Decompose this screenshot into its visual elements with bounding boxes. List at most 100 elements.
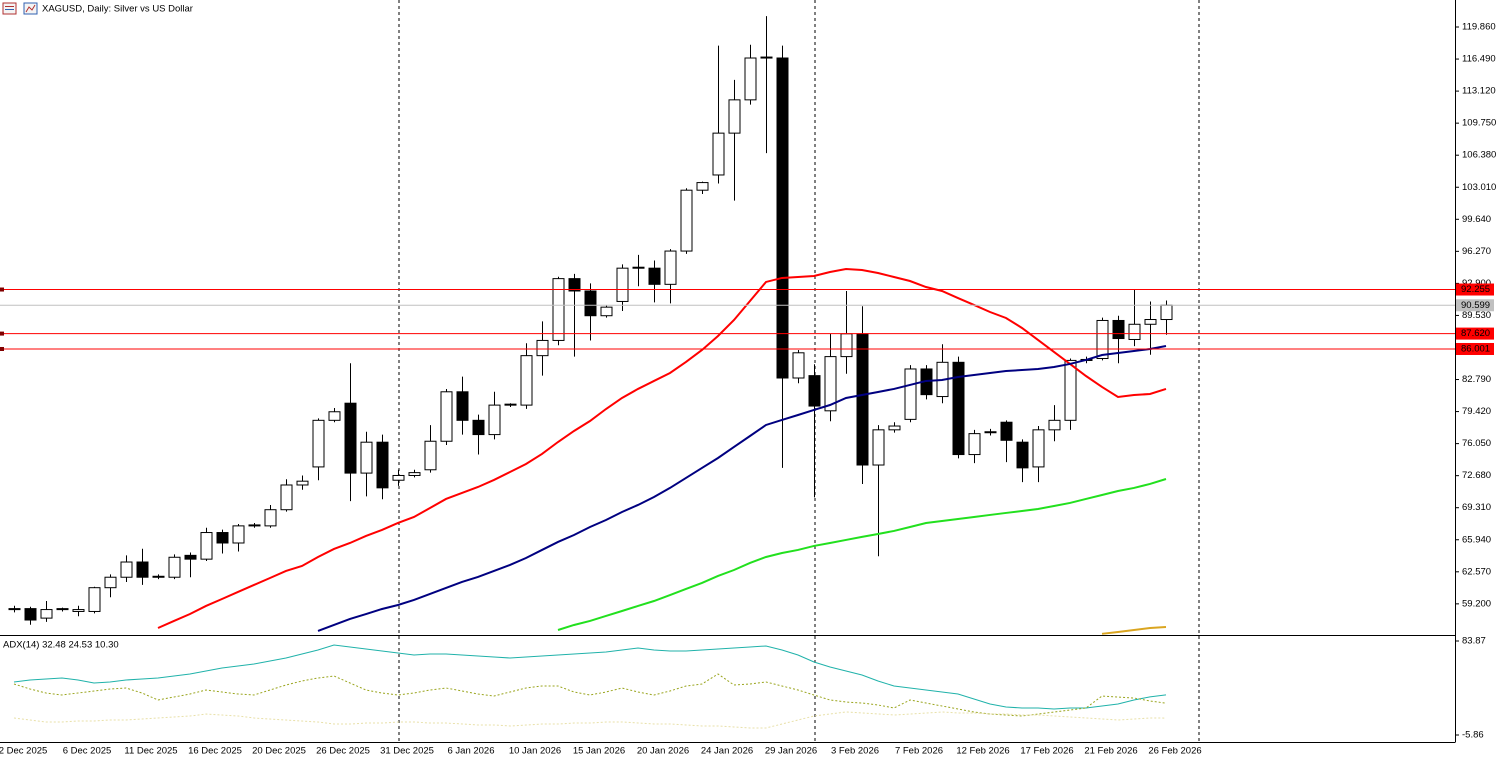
x-tick-label: 17 Feb 2026 [1020,746,1073,757]
candle-body [616,267,629,302]
candle-body [328,411,341,421]
chart-icon [25,4,36,13]
level-tag [1456,283,1494,296]
level-tag-label: 87.620 [1461,328,1490,339]
candle-body [40,609,53,619]
candle-body [872,429,885,466]
x-tick-label: 31 Dec 2025 [380,746,434,757]
axis-background [1456,0,1504,762]
level-anchor [0,331,4,336]
level-tag [1456,342,1494,355]
candle-body [744,57,757,101]
candle-body [1064,359,1077,421]
level-tag [1456,327,1494,340]
x-tick-label: 3 Feb 2026 [831,746,879,757]
candle-body [72,609,85,612]
candle-body [152,575,165,578]
y-tick-label: 59.200 [1462,598,1491,609]
y-tick-label: 106.380 [1462,150,1496,161]
y-tick-label: 76.050 [1462,438,1491,449]
candle-body [584,290,597,317]
x-tick-label: 26 Feb 2026 [1148,746,1201,757]
candle-body [440,391,453,442]
candle-body [168,556,181,578]
candle-body [216,532,229,544]
candle-body [264,509,277,527]
back-layer [398,0,1200,742]
candle-body [1160,304,1173,321]
level-anchor [0,287,4,292]
candle-body [1096,319,1109,360]
candle-body [200,532,213,560]
y-tick-label: 92.900 [1462,278,1491,289]
candle-body [280,484,293,511]
candle-body [56,608,69,611]
candle-body [232,525,245,544]
x-tick-label: 6 Jan 2026 [447,746,494,757]
candle-body [1128,323,1141,340]
y-tick-label: 82.790 [1462,374,1491,385]
series-line [1101,625,1167,635]
candle-body [728,99,741,134]
x-tick-label: 10 Jan 2026 [509,746,561,757]
candle-body [8,608,21,611]
candle-body [664,250,677,285]
level-tag-label: 86.001 [1461,344,1490,355]
candle-body [472,419,485,436]
candle-body [696,182,709,191]
y-tick-label: 103.010 [1462,182,1496,193]
candle-body [392,474,405,481]
price-tag-label: 90.599 [1461,300,1490,311]
candle-body [24,608,37,621]
candle-body [984,431,997,434]
candle-body [648,267,661,285]
candle-body [888,425,901,431]
candle-body [680,189,693,252]
candle-body [424,440,437,471]
candle-body [504,403,517,406]
y-tick-label: 113.120 [1462,86,1496,97]
y-tick-label: 79.420 [1462,406,1491,417]
y-tick-label: 83.87 [1462,636,1486,647]
window-icon [2,2,17,15]
candle-body [840,333,853,358]
x-tick-label: 21 Feb 2026 [1084,746,1137,757]
y-tick-label: 99.640 [1462,214,1491,225]
x-tick-label: 20 Jan 2026 [637,746,689,757]
candle-body [1144,319,1157,325]
candle-body [856,333,869,466]
candle-body [1016,441,1029,469]
y-tick-label: 116.490 [1462,54,1496,65]
series-line [13,644,1167,710]
candle-body [408,472,421,476]
level-tag-label: 92.255 [1461,284,1490,295]
x-tick-label: 2 Dec 2025 [0,746,47,757]
y-tick-label: -5.86 [1462,730,1484,741]
candle-body [136,561,149,578]
x-tick-label: 29 Jan 2026 [765,746,817,757]
indicator-title: ADX(14) 32.48 24.53 10.30 [3,640,119,651]
chart-title: XAGUSD, Daily: Silver vs US Dollar [42,4,193,15]
candle-body [184,554,197,560]
level-anchor [0,346,4,351]
y-tick-label: 72.680 [1462,470,1491,481]
candle-body [520,355,533,406]
x-tick-label: 7 Feb 2026 [895,746,943,757]
candle-body [360,441,373,474]
candle-body [824,356,837,412]
x-tick-label: 11 Dec 2025 [124,746,177,757]
y-tick-label: 109.750 [1462,118,1496,129]
candle-body [344,402,357,474]
x-tick-label: 16 Dec 2025 [188,746,242,757]
x-tick-label: 20 Dec 2025 [252,746,306,757]
candle-body [88,587,101,612]
y-tick-label: 89.530 [1462,310,1491,321]
candle-body [552,278,565,341]
candle-body [456,391,469,421]
axis-background [0,743,1456,762]
candle-body [904,368,917,420]
x-tick-label: 24 Jan 2026 [701,746,753,757]
series-line [557,478,1167,631]
x-tick-label: 12 Feb 2026 [956,746,1009,757]
